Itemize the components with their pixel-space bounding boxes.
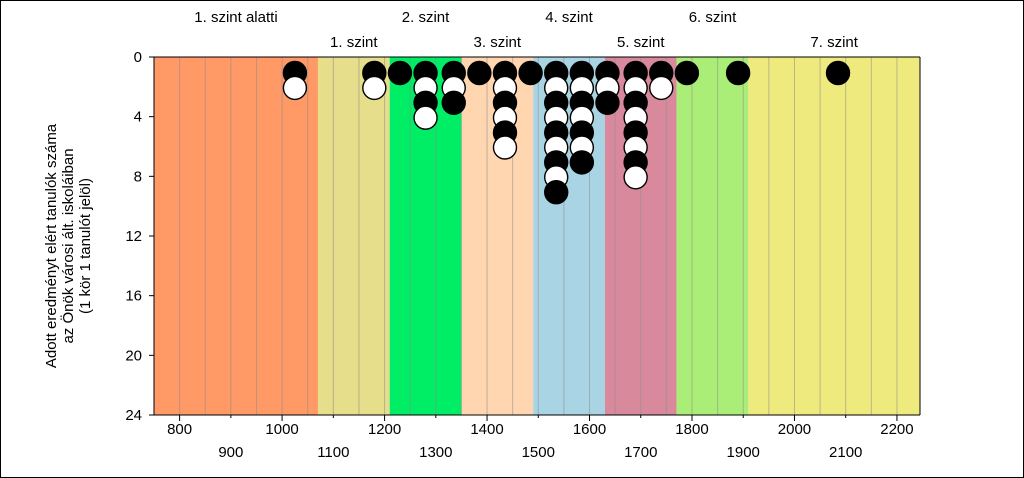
- x-tick-label: 1500: [522, 444, 555, 461]
- student-marker-open: [649, 75, 674, 101]
- y-tick-label: 0: [134, 49, 142, 66]
- y-tick-label: 4: [134, 109, 142, 126]
- level-label-3: 2. szint: [402, 9, 450, 26]
- student-marker-filled: [467, 60, 492, 86]
- x-tick-label: 2100: [829, 444, 862, 461]
- y-tick-label: 20: [125, 347, 142, 364]
- student-marker-filled: [518, 60, 543, 86]
- student-marker-filled: [595, 90, 620, 116]
- x-tick-label: 1900: [727, 444, 760, 461]
- student-marker-open: [362, 75, 387, 101]
- x-tick-label: 2000: [778, 421, 811, 438]
- level-band-2: [317, 57, 390, 415]
- level-band-5: [533, 57, 605, 415]
- y-axis-label-line: (1 kör 1 tanulót jelöl): [77, 178, 94, 314]
- y-axis-label-line: Adott eredményt elért tanulók száma: [43, 123, 60, 368]
- level-label-4: 3. szint: [474, 34, 522, 51]
- x-tick-label: 2200: [880, 421, 913, 438]
- level-band-8: [748, 57, 920, 415]
- level-label-8: 7. szint: [810, 34, 858, 51]
- level-label-5: 4. szint: [545, 9, 593, 26]
- student-marker-open: [492, 135, 518, 160]
- student-marker-filled: [544, 179, 569, 205]
- student-marker-filled: [825, 60, 851, 86]
- x-tick-label: 1200: [368, 421, 401, 438]
- x-tick-label: 1300: [419, 444, 452, 461]
- student-marker-filled: [387, 60, 413, 86]
- level-band-1: [154, 57, 318, 415]
- y-tick-label: 16: [125, 288, 142, 305]
- student-marker-open: [413, 105, 438, 130]
- student-marker-filled: [725, 60, 751, 86]
- y-tick-label: 8: [134, 168, 142, 185]
- student-marker-filled: [441, 90, 466, 116]
- level-label-2: 1. szint: [330, 34, 378, 51]
- y-axis-label-line: az Önök városi ált. iskoláiban: [59, 148, 77, 343]
- x-tick-label: 1400: [470, 421, 503, 438]
- x-tick-label: 1600: [573, 421, 606, 438]
- x-tick-label: 1000: [265, 421, 298, 438]
- x-tick-label: 1100: [317, 444, 349, 461]
- level-label-6: 5. szint: [617, 34, 665, 51]
- level-band-7: [676, 57, 749, 415]
- student-marker-open: [623, 165, 648, 190]
- y-tick-label: 24: [125, 407, 142, 424]
- student-marker-filled: [569, 150, 595, 175]
- y-tick-label: 12: [125, 228, 142, 245]
- x-tick-label: 1700: [624, 444, 657, 461]
- x-tick-label: 900: [218, 444, 243, 461]
- x-tick-label: 800: [167, 421, 192, 438]
- student-marker-filled: [674, 60, 700, 86]
- level-label-7: 6. szint: [689, 9, 737, 26]
- x-tick-label: 1800: [675, 421, 708, 438]
- student-marker-open: [282, 75, 308, 101]
- level-label-1: 1. szint alatti: [194, 9, 277, 26]
